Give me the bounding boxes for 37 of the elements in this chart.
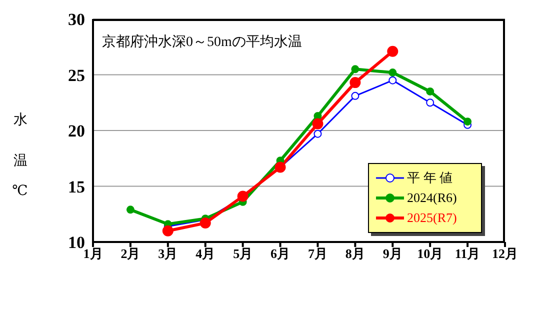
y-tick-label: 25 [68, 66, 85, 85]
x-tick-label: 5月 [233, 246, 253, 262]
x-tick-label: 4月 [196, 246, 216, 262]
x-tick-label: 1月 [83, 246, 103, 262]
point [312, 118, 324, 130]
x-tick-label: 6月 [270, 246, 290, 262]
point [426, 87, 434, 96]
point [387, 46, 398, 57]
x-tick-label: 8月 [345, 246, 365, 262]
point [237, 190, 248, 202]
x-tick-label: 3月 [158, 246, 178, 262]
x-tick-label: 9月 [382, 246, 402, 262]
point [388, 76, 397, 84]
point [426, 98, 434, 107]
x-tick-label: 7月 [308, 246, 328, 262]
x-tick-label: 10月 [417, 246, 444, 262]
point [126, 206, 134, 214]
y-tick-label: 10 [68, 233, 85, 252]
point [351, 65, 360, 74]
point [200, 218, 211, 229]
point [350, 77, 361, 88]
point [351, 92, 360, 100]
text: 京都府沖水深0～50mの平均水温 [100, 32, 304, 52]
legend-label: 2025(R7) [407, 210, 457, 226]
y-tick-label: 20 [68, 122, 85, 141]
point [314, 130, 322, 138]
legend-label: 平 年 値 [407, 169, 452, 187]
point [162, 225, 174, 236]
y-tick-label: 30 [68, 10, 85, 30]
point [388, 68, 397, 77]
y-axis-title: 水温℃ [11, 101, 28, 240]
x-tick-label: 12月 [492, 246, 518, 262]
legend-label: 2024(R6) [407, 190, 457, 206]
y-tick-label: 15 [68, 177, 85, 196]
point [464, 118, 472, 126]
x-tick-label: 2月 [120, 246, 140, 262]
x-tick-label: 11月 [454, 246, 480, 262]
